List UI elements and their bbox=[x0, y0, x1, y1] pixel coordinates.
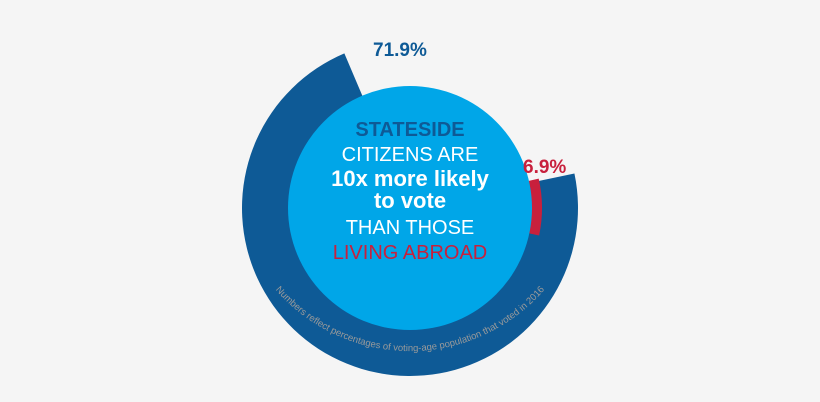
center-text-line-4: to vote bbox=[374, 188, 446, 213]
center-text-line-6: LIVING ABROAD bbox=[333, 242, 488, 264]
abroad-percent-label: 6.9% bbox=[523, 157, 566, 178]
center-text-line-5: THAN THOSE bbox=[346, 217, 475, 239]
center-text-line-1: STATESIDE bbox=[355, 119, 464, 141]
center-text-line-2: CITIZENS ARE bbox=[342, 144, 479, 166]
center-text-line-3: 10x more likely bbox=[331, 166, 490, 191]
stateside-percent-label: 71.9% bbox=[373, 40, 427, 61]
center-disc bbox=[288, 86, 532, 330]
